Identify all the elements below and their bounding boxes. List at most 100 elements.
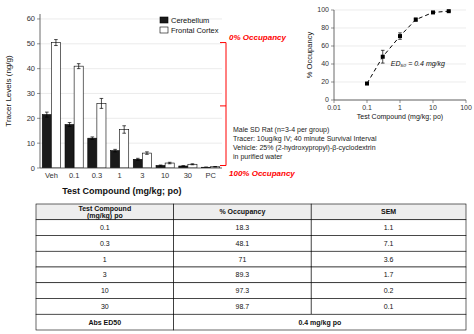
table-cell: [36, 299, 174, 315]
grid-line: [334, 10, 466, 11]
table-header: % Occupancy: [219, 208, 265, 216]
table-text: 1.1: [384, 224, 394, 231]
grid-line: [334, 82, 466, 83]
x-tick-label: 0.01: [327, 104, 341, 111]
error-bar-cap: [145, 154, 149, 155]
note: Tracer: 10ug/kg IV; 40 minute Survival I…: [233, 135, 377, 143]
table-cell: [174, 267, 312, 283]
grid-line: [40, 68, 222, 69]
x-tick-label: 30: [184, 171, 192, 180]
error-bar-cap: [168, 162, 172, 163]
bracket-tick: [220, 42, 226, 43]
figure: 0102030405060Veh0.10.3131030PCTest Compo…: [0, 0, 474, 334]
x-tick: [466, 100, 467, 103]
table-text: 3.6: [384, 256, 394, 263]
bar: [120, 130, 129, 169]
table-cell: [36, 267, 174, 283]
y-tick-label: 80: [321, 24, 329, 31]
table-text: Abs ED50: [88, 319, 121, 326]
y-tick-label: 20: [27, 114, 35, 123]
error-bar: [159, 165, 163, 167]
x-tick: [433, 100, 434, 103]
error-bar-line: [124, 126, 125, 133]
error-bar: [77, 64, 81, 69]
bar: [42, 115, 51, 168]
error-bar-cap: [191, 163, 195, 164]
x-tick-label: 0.3: [92, 171, 102, 180]
error-bar: [136, 158, 140, 160]
bar-chart: 0102030405060Veh0.10.3131030PCTest Compo…: [4, 14, 222, 196]
table-text: 0.4 mg/kg po: [298, 319, 341, 327]
table-text: 10: [101, 287, 109, 294]
table-text: 1.7: [384, 271, 394, 278]
error-bar-cap: [204, 167, 208, 168]
point: [365, 82, 369, 86]
point: [414, 18, 418, 22]
table-text: 98.7: [236, 303, 250, 310]
table-text: 3: [103, 271, 107, 278]
table-cell: [311, 251, 466, 267]
grid-line: [40, 43, 222, 44]
table-cell: [36, 251, 174, 267]
error-bar-cap: [100, 108, 104, 109]
curve-chart: 0204060801000.010.1110100Test Compound (…: [305, 6, 472, 121]
table-text: 7.1: [384, 240, 394, 247]
x-tick-label: PC: [205, 171, 216, 180]
bar: [142, 153, 151, 168]
y-tick: [37, 143, 40, 144]
grid-line: [334, 100, 466, 101]
y-tick: [37, 168, 40, 169]
error-bar: [91, 137, 95, 139]
bar: [111, 151, 120, 168]
error-bar-cap: [113, 149, 117, 150]
table-cell: [36, 236, 174, 252]
table-cell: [311, 283, 466, 299]
y-tick: [331, 28, 334, 29]
table-text: 71: [239, 256, 247, 263]
bracket-line: [226, 43, 227, 166]
grid-line: [334, 28, 466, 29]
table-text: 97.3: [236, 287, 250, 294]
table-cell: [311, 236, 466, 252]
x-axis-line: [334, 100, 466, 101]
x-tick-label: 0.1: [362, 104, 372, 111]
grid-line: [334, 46, 466, 47]
error-bar: [213, 166, 217, 167]
table-text: 0.1: [384, 303, 394, 310]
x-tick: [400, 100, 401, 103]
header-cell: [174, 204, 312, 220]
note: in purified water: [233, 153, 283, 161]
table-cell: [311, 267, 466, 283]
y-tick: [331, 100, 334, 101]
grid-line: [40, 118, 222, 119]
y-tick-label: 0: [325, 96, 329, 103]
legend-swatch: [160, 27, 168, 33]
error-bar: [168, 162, 172, 163]
y-axis-label: Tracer Levels (ng/g): [4, 55, 13, 127]
error-bar: [45, 112, 49, 117]
table-cell: [36, 283, 174, 299]
error-bar: [122, 126, 126, 133]
bar: [51, 43, 60, 168]
point: [447, 9, 451, 13]
y-tick: [331, 82, 334, 83]
error-bar-line: [115, 149, 116, 151]
table-header: SEM: [381, 208, 396, 215]
error-bar-cap: [136, 160, 140, 161]
curve-marks: [365, 9, 451, 85]
table-cell: [311, 220, 466, 236]
error-bar-cap: [182, 166, 186, 167]
error-bar-cap: [122, 125, 126, 126]
table-cell: [174, 220, 312, 236]
legend-swatch: [160, 17, 168, 23]
x-axis-line: [40, 168, 222, 169]
x-tick: [334, 100, 335, 103]
bar: [88, 138, 97, 168]
y-tick-label: 40: [321, 60, 329, 67]
grid-line: [40, 93, 222, 94]
error-bar: [113, 149, 117, 151]
note: Male SD Rat (n=3-4 per group): [233, 126, 329, 134]
error-bar-cap: [191, 164, 195, 165]
bar: [188, 164, 197, 168]
error-bar-cap: [381, 63, 385, 64]
